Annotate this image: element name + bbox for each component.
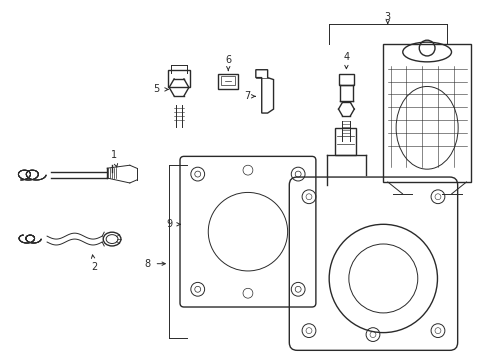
Bar — [221, 76, 235, 85]
Text: 3: 3 — [384, 12, 390, 22]
Text: 9: 9 — [166, 219, 172, 229]
Bar — [218, 74, 238, 89]
Bar — [334, 128, 356, 156]
Text: 1: 1 — [111, 150, 117, 161]
Text: 8: 8 — [144, 259, 150, 269]
Bar — [168, 70, 189, 87]
Text: 5: 5 — [153, 84, 159, 94]
Text: 6: 6 — [225, 55, 231, 65]
Text: 7: 7 — [244, 91, 249, 101]
Bar — [382, 44, 470, 182]
Text: 2: 2 — [91, 262, 97, 272]
Bar — [338, 74, 353, 85]
Text: 4: 4 — [343, 52, 349, 62]
